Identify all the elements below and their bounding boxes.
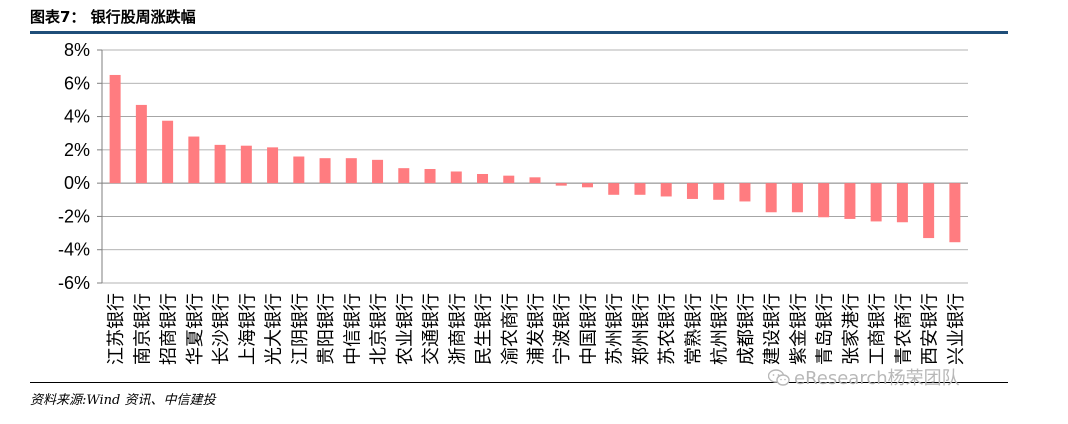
bar [581, 183, 593, 188]
category-label: 上海银行 [237, 293, 258, 365]
bar [870, 183, 882, 222]
bar [424, 168, 436, 184]
category-label: 交通银行 [421, 293, 442, 365]
category-label: 中国银行 [578, 293, 599, 365]
bar [818, 183, 830, 218]
bar [135, 104, 147, 184]
category-label: 北京银行 [369, 293, 390, 365]
y-tick-label: 2% [64, 140, 90, 160]
category-label: 浙商银行 [447, 293, 468, 365]
bar [765, 183, 777, 213]
bar [923, 183, 935, 239]
category-label: 中信银行 [342, 293, 363, 365]
category-label: 长沙银行 [211, 293, 232, 365]
bar [713, 183, 725, 200]
category-label: 浦发银行 [526, 293, 547, 365]
axes [97, 49, 968, 284]
bar [608, 183, 620, 195]
category-label: 郑州银行 [631, 293, 652, 365]
category-label: 苏州银行 [605, 293, 626, 365]
category-label: 华夏银行 [185, 293, 206, 365]
category-label: 兴业银行 [946, 293, 967, 365]
category-label: 常熟银行 [683, 293, 704, 365]
bar [634, 183, 646, 195]
footer-rule [30, 382, 1008, 383]
source-note: 资料来源:Wind 资讯、中信建投 [30, 393, 216, 408]
y-tick-label: -4% [58, 240, 90, 260]
y-tick-label: 6% [64, 73, 90, 93]
category-label: 民生银行 [474, 293, 495, 365]
category-label: 苏农银行 [657, 293, 678, 365]
bar [896, 183, 908, 223]
bar [660, 183, 672, 197]
category-label: 杭州银行 [710, 293, 731, 365]
category-label: 紫金银行 [788, 293, 809, 365]
watermark-text: eResearch杨荣团队 [794, 368, 960, 389]
category-label: 农业银行 [395, 293, 416, 365]
y-tick-labels: 8% 6% 4% 2% 0% -2% -4% -6% [58, 40, 90, 293]
category-label: 成都银行 [736, 293, 757, 365]
bar [372, 159, 384, 184]
bar [739, 183, 751, 202]
category-label: 张家港行 [841, 293, 862, 365]
bar [844, 183, 856, 219]
category-label: 江苏银行 [106, 293, 127, 365]
bar [398, 168, 410, 184]
category-label: 宁波银行 [552, 293, 573, 365]
y-tick-label: -2% [58, 206, 90, 226]
watermark: eResearch杨荣团队 [768, 364, 960, 390]
category-label: 工商银行 [867, 293, 888, 365]
bar [293, 156, 305, 184]
category-labels: 江苏银行 南京银行 招商银行 华夏银行 长沙银行 上海银行 光大银行 江阴银行 贵阳银行 中信银行… [106, 293, 967, 365]
category-label: 青岛银行 [815, 293, 836, 365]
y-tick-label: 8% [64, 40, 90, 60]
bar [686, 183, 698, 199]
bar [188, 136, 200, 184]
bar [319, 158, 331, 184]
figure-title: 图表7： 银行股周涨跌幅 [30, 8, 196, 26]
y-tick-label: -6% [58, 273, 90, 293]
bar [477, 173, 489, 184]
category-label: 南京银行 [132, 293, 153, 365]
y-tick-label: 0% [64, 173, 90, 193]
title-rule [30, 31, 1008, 34]
bar [450, 171, 462, 184]
bar [240, 145, 252, 184]
bar [529, 177, 541, 184]
bar [503, 175, 515, 184]
category-label: 建设银行 [762, 293, 783, 365]
bar [267, 147, 279, 184]
category-label: 青农商行 [893, 293, 914, 365]
bar [949, 183, 961, 243]
bar [791, 183, 803, 213]
grid-lines [102, 49, 968, 284]
category-label: 光大银行 [264, 293, 285, 365]
category-label: 贵阳银行 [316, 293, 337, 365]
category-label: 渝农商行 [500, 293, 521, 365]
bar [555, 183, 567, 186]
wechat-icon [768, 369, 790, 386]
y-tick-label: 4% [64, 107, 90, 127]
bar [109, 74, 121, 184]
bar [162, 120, 174, 184]
bar [214, 144, 226, 184]
bar [345, 158, 357, 184]
category-label: 招商银行 [159, 293, 180, 365]
category-label: 西安银行 [920, 293, 941, 365]
category-label: 江阴银行 [290, 293, 311, 365]
bars [109, 74, 961, 243]
